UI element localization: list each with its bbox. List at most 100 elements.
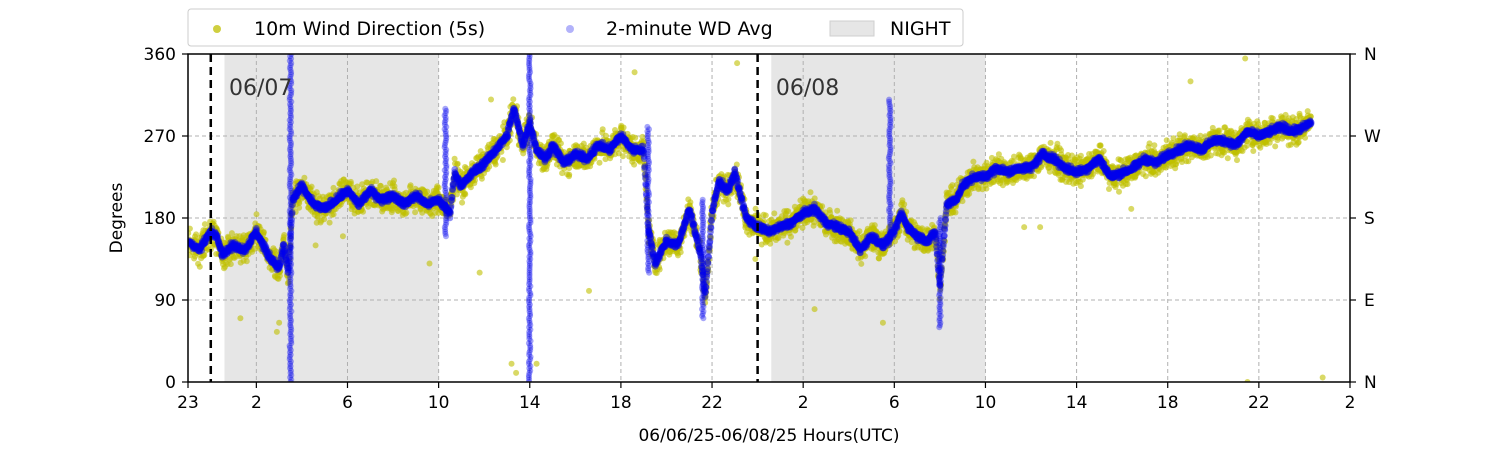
wd5s-point-4936 bbox=[508, 360, 515, 367]
wd5s-point-542 bbox=[308, 183, 315, 190]
wd5s-point-3715 bbox=[1031, 173, 1037, 180]
scatter-points-layer bbox=[188, 54, 1326, 382]
wd5s-point-1382 bbox=[499, 157, 506, 163]
wd5s-point-2373 bbox=[725, 196, 732, 203]
wd5s-point-4490 bbox=[1207, 152, 1214, 159]
wd5s-point-1807 bbox=[596, 159, 603, 166]
wd5s-point-4087 bbox=[1116, 188, 1122, 195]
wd5s-point-4931 bbox=[273, 328, 280, 335]
wd5s-point-52 bbox=[196, 263, 203, 270]
wd5s-point-4932 bbox=[237, 315, 244, 322]
wd5s-point-134 bbox=[215, 229, 222, 236]
wd5s-point-333 bbox=[260, 229, 267, 235]
wd5s-point-4564 bbox=[1224, 155, 1231, 162]
wd5s-point-4933 bbox=[426, 260, 433, 267]
wd5s-point-4943 bbox=[879, 319, 886, 326]
wd5s-point-4937 bbox=[513, 369, 520, 376]
wd5s-point-4938 bbox=[533, 360, 540, 367]
wd5s-point-3015 bbox=[871, 222, 878, 229]
wd5s-point-4902 bbox=[1302, 134, 1309, 141]
wd5s-point-638 bbox=[330, 184, 337, 191]
wd5s-point-1637 bbox=[557, 140, 564, 147]
wd5s-point-2537 bbox=[762, 212, 769, 219]
wd5s-point-300 bbox=[253, 211, 260, 218]
wd5s-point-423 bbox=[281, 232, 288, 238]
wd5s-point-2851 bbox=[834, 207, 841, 214]
wd5s-point-4950 bbox=[1319, 374, 1326, 381]
wd5s-point-472 bbox=[292, 209, 299, 215]
wd5s-point-1908 bbox=[619, 153, 626, 160]
wd5s-point-442 bbox=[285, 261, 292, 268]
wd5s-point-1242 bbox=[467, 184, 474, 191]
wd5s-point-2634 bbox=[785, 208, 792, 215]
wd5s-point-452 bbox=[288, 225, 295, 232]
wd5s-point-193 bbox=[228, 230, 235, 237]
wd5s-point-623 bbox=[326, 219, 333, 226]
wd5s-point-489 bbox=[296, 200, 303, 207]
wd5s-point-1958 bbox=[631, 161, 638, 168]
wd5s-point-1164 bbox=[450, 197, 457, 203]
wd5s-point-4773 bbox=[1272, 143, 1279, 150]
wd5s-point-258 bbox=[243, 258, 250, 265]
wd5s-point-996 bbox=[412, 209, 419, 216]
wd5s-point-1261 bbox=[472, 177, 478, 184]
wd5s-point-4939 bbox=[586, 287, 593, 294]
wd5s-point-4935 bbox=[476, 269, 483, 276]
wd5s-point-599 bbox=[321, 216, 328, 223]
wd5s-point-406 bbox=[277, 267, 284, 274]
wd5s-point-3368 bbox=[952, 209, 959, 216]
wd5s-point-4934 bbox=[312, 242, 319, 249]
wd5s-point-1171 bbox=[451, 155, 458, 162]
wd5s-point-4952 bbox=[488, 96, 495, 103]
wd5s-point-3919 bbox=[1077, 183, 1084, 190]
wd5s-point-2908 bbox=[847, 217, 854, 224]
wd5s-point-447 bbox=[286, 246, 293, 253]
wd5s-point-1675 bbox=[566, 171, 573, 178]
wd5s-point-1323 bbox=[486, 163, 493, 170]
wd5s-point-4006 bbox=[1097, 142, 1104, 149]
wd5s-point-960 bbox=[403, 209, 410, 216]
wd5s-point-2575 bbox=[771, 210, 778, 217]
series-wd5s bbox=[188, 55, 1326, 382]
wd5s-point-2955 bbox=[858, 260, 865, 267]
wd5s-point-1962 bbox=[632, 134, 639, 141]
wd5s-point-4677 bbox=[1250, 148, 1257, 154]
wd5s-point-4242 bbox=[1151, 142, 1158, 149]
wd5s-point-451 bbox=[287, 234, 294, 241]
wd5s-point-1219 bbox=[462, 191, 469, 198]
wd5s-point-4946 bbox=[1128, 205, 1135, 212]
wd5s-point-1153 bbox=[447, 211, 454, 218]
wd5s-point-488 bbox=[296, 204, 303, 211]
wd5s-point-4944 bbox=[1021, 224, 1028, 231]
wd5s-point-4376 bbox=[1181, 132, 1188, 139]
wd5s-point-4125 bbox=[1124, 181, 1131, 188]
wd5s-point-742 bbox=[354, 183, 361, 190]
wd5s-point-511 bbox=[301, 174, 308, 181]
wd5s-point-4296 bbox=[1163, 137, 1170, 144]
wd5s-point-826 bbox=[373, 178, 380, 185]
wd5s-point-1429 bbox=[510, 96, 517, 103]
wd5s-point-2630 bbox=[784, 239, 791, 246]
wd5s-point-1051 bbox=[424, 188, 431, 195]
wd5s-point-3921 bbox=[1077, 152, 1084, 159]
wd5s-point-4951 bbox=[339, 233, 346, 240]
wd5s-point-36 bbox=[193, 231, 200, 238]
wd5s-point-188 bbox=[227, 261, 234, 268]
wd5s-point-1912 bbox=[620, 124, 627, 131]
wd5s-point-4945 bbox=[1037, 224, 1044, 231]
wd5s-point-717 bbox=[347, 178, 354, 185]
wd5s-point-1 bbox=[188, 230, 192, 237]
wd5s-point-1185 bbox=[454, 160, 461, 167]
wd5s-point-4204 bbox=[1142, 173, 1149, 180]
wd5s-point-1101 bbox=[435, 184, 442, 191]
wd5s-point-641 bbox=[330, 211, 337, 218]
wd5s-point-2751 bbox=[811, 195, 818, 202]
wd5s-point-8 bbox=[188, 225, 193, 232]
wd5s-point-389 bbox=[273, 248, 280, 255]
wd5s-point-341 bbox=[262, 236, 269, 243]
wd5s-point-768 bbox=[360, 208, 366, 215]
wd5s-point-449 bbox=[287, 242, 294, 249]
wd5s-point-2647 bbox=[788, 233, 794, 240]
wd5s-point-4947 bbox=[1187, 78, 1194, 85]
